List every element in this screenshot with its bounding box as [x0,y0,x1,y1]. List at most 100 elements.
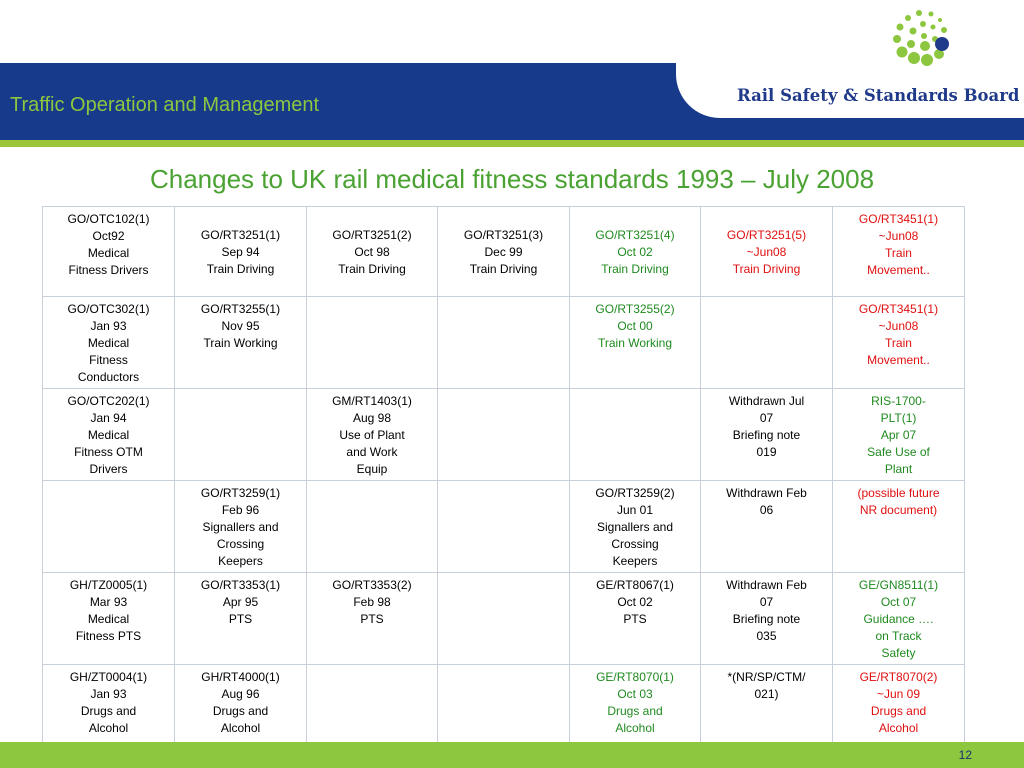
cell-line: GE/RT8070(2) [859,670,938,684]
cell-line: GO/RT3451(1) [858,212,939,226]
table-cell: (possible future NR document) [832,480,965,573]
cell-line: Nov 95 [221,319,260,333]
table-cell: GO/RT3255(2) Oct 00 Train Working [569,296,701,389]
section-title: Traffic Operation and Management [10,94,320,116]
cell-line: Use of Plant [339,428,405,442]
cell-line: Alcohol [88,721,129,735]
table-cell: Withdrawn Feb 07 Briefing note 035 [700,572,833,665]
cell-line: PTS [623,612,647,626]
cell-line: Oct 03 [617,687,653,701]
cell-line: Train [885,246,912,260]
cell-line: GO/OTC102(1) [67,212,150,226]
table-cell: GO/RT3259(2) Jun 01 Signallers and Crossing… [569,480,701,573]
cell-line: Oct 02 [617,595,653,609]
cell-line: GH/RT4000(1) [201,670,280,684]
table-cell: GO/RT3251(1) Sep 94 Train Driving [174,206,307,297]
table-cell [437,296,570,389]
cell-line: Signallers and [202,520,279,534]
cell-line: Dec 99 [484,245,523,259]
cell-line: Oct 98 [354,245,390,259]
table-cell: GH/ZT0004(1) Jan 93 Drugs and Alcohol [42,664,175,743]
cell-line: GE/RT8070(1) [596,670,674,684]
logo-panel [676,0,1024,118]
cell-line: Oct 00 [617,319,653,333]
table-cell: GO/RT3251(4) Oct 02 Train Driving [569,206,701,297]
cell-line: GO/RT3259(2) [595,486,675,500]
table-cell: GH/TZ0005(1) Mar 93 Medical Fitness PTS [42,572,175,665]
table-cell: GO/RT3259(1) Feb 96 Signallers and Crossing… [174,480,307,573]
cell-line: Alcohol [615,721,655,735]
table-cell: GO/RT3451(1) ~Jun08 Train Movement.. [832,206,965,297]
table-cell: GE/RT8067(1) Oct 02 PTS [569,572,701,665]
table-cell: GO/RT3255(1) Nov 95 Train Working [174,296,307,389]
cell-line: GO/OTC302(1) [67,302,150,316]
cell-line: GO/RT3251(2) [332,228,412,242]
cell-line: Drugs and [80,704,137,718]
cell-line: Movement.. [867,263,930,277]
cell-line: Train Working [597,336,673,350]
table-cell: GO/RT3451(1) ~Jun08 Train Movement.. [832,296,965,389]
table-cell [437,664,570,743]
cell-line: Equip [356,462,388,476]
cell-line: Medical [87,246,130,260]
table-cell [306,296,438,389]
footer-bar [0,742,1024,768]
table-cell: GO/RT3251(5) ~Jun08 Train Driving [700,206,833,297]
cell-line: Apr 95 [222,595,259,609]
cell-line: Safe Use of [867,445,930,459]
cell-line: GO/RT3255(1) [200,302,281,316]
cell-line: GO/RT3259(1) [200,486,281,500]
standards-table: GO/OTC102(1) Oct92 Medical Fitness Drivers G… [42,206,965,743]
cell-line: Drugs and [212,704,269,718]
standards-table-body: GO/OTC102(1) Oct92 Medical Fitness Drivers G… [42,206,965,743]
table-cell: RIS-1700- PLT(1) Apr 07 Safe Use of Plant [832,388,965,481]
header-accent-bar [0,140,1024,147]
cell-line: Fitness Drivers [68,263,149,277]
table-cell: GO/OTC302(1) Jan 93 Medical Fitness Conducto… [42,296,175,389]
cell-line: Guidance …. [863,612,934,626]
cell-line: 019 [756,445,777,459]
cell-line: (possible future [857,486,940,500]
cell-line: GO/RT3353(2) [332,578,412,592]
cell-line: Aug 98 [352,411,392,425]
cell-line: GH/ZT0004(1) [69,670,148,684]
cell-line: Train Driving [601,262,669,276]
cell-line: GE/RT8067(1) [596,578,674,592]
cell-line: on Track [875,629,922,643]
cell-line: PTS [360,612,384,626]
table-cell [437,572,570,665]
cell-line: GO/RT3251(4) [595,228,675,242]
cell-line: Train Driving [206,262,275,276]
table-cell: GO/RT3353(2) Feb 98 PTS [306,572,438,665]
cell-line: Drivers [89,462,128,476]
cell-line: Train Driving [732,262,801,276]
cell-line: Train Driving [338,262,406,276]
table-cell [437,480,570,573]
cell-line: Plant [884,462,913,476]
cell-line: Apr 07 [880,428,917,442]
cell-line: Fitness [89,353,128,367]
cell-line: Conductors [77,370,140,384]
standards-table-container: GO/OTC102(1) Oct92 Medical Fitness Drivers G… [42,206,965,743]
cell-line: Movement.. [867,353,930,367]
page-number: 12 [958,748,972,762]
table-cell [42,480,175,573]
cell-line: Medical [87,428,130,442]
cell-line: Safety [881,646,916,660]
table-cell: GE/RT8070(2) ~Jun 09 Drugs and Alcohol [832,664,965,743]
cell-line: PTS [228,612,253,626]
cell-line: Briefing note [732,428,801,442]
cell-line: ~Jun08 [746,245,787,259]
cell-line: Signallers and [596,520,674,534]
cell-line: GO/OTC202(1) [67,394,150,408]
cell-line: Aug 96 [221,687,260,701]
cell-line: ~Jun 09 [876,687,921,701]
cell-line: Crossing [611,537,659,551]
table-cell: Withdrawn Feb 06 [700,480,833,573]
table-row: GO/OTC202(1) Jan 94 Medical Fitness OTM Driv… [42,388,965,481]
slide-title: Changes to UK rail medical fitness stand… [149,164,875,194]
cell-line: Withdrawn Feb [726,486,807,500]
cell-line: Train Working [203,336,278,350]
cell-line: *(NR/SP/CTM/ [727,670,806,684]
cell-line: GO/RT3251(1) [200,228,281,242]
